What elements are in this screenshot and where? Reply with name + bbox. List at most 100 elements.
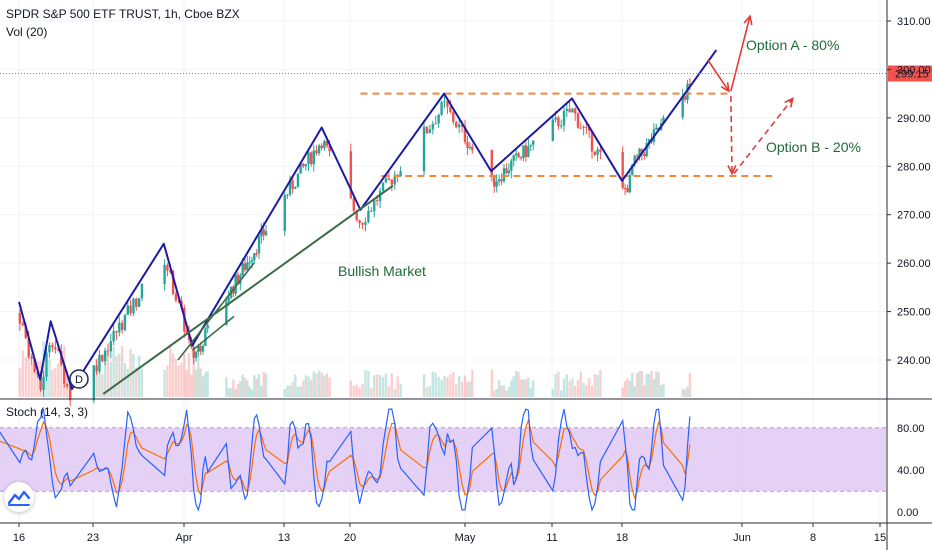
volume-bar	[514, 370, 518, 397]
candle-body	[585, 126, 588, 128]
candle-body	[440, 102, 443, 115]
candle-body	[291, 180, 294, 189]
candle-body	[633, 155, 636, 165]
candle-body	[640, 148, 644, 154]
price-tick-label: 310.00	[897, 16, 931, 28]
time-axis[interactable]: 16 23 Apr 13 20 May 11 18 Jun 8 15	[13, 523, 886, 544]
candle-body	[18, 312, 22, 324]
volume-bar	[24, 356, 27, 397]
volume-bar	[199, 368, 202, 397]
candle-body	[631, 164, 634, 176]
candle-body	[352, 198, 355, 211]
candle-body	[532, 140, 535, 145]
volume-bar	[112, 346, 115, 397]
volume-bar	[48, 359, 51, 397]
candle-body	[361, 223, 364, 225]
price-tick-label: 270.00	[897, 210, 931, 222]
short-trendline[interactable]	[177, 262, 255, 361]
tradingview-logo-icon[interactable]	[4, 482, 34, 512]
price-axis[interactable]: 240.00 250.00 260.00 270.00 280.00 290.00 300.…	[887, 16, 931, 367]
volume-bar	[66, 368, 69, 397]
candle-body	[323, 141, 326, 149]
candle-body	[246, 262, 249, 270]
volume-bar	[662, 383, 665, 397]
candle-body	[118, 322, 121, 333]
candle-body	[253, 253, 256, 261]
candle-body	[643, 153, 646, 156]
volume-bar	[325, 373, 329, 397]
last-price-label: 299.15	[895, 69, 929, 81]
volume-bar	[434, 372, 437, 397]
volume-bar	[253, 375, 256, 397]
option-b-down-arrow-head	[727, 165, 737, 176]
candle-body	[169, 270, 172, 272]
volume-bar	[137, 355, 141, 397]
volume-bar	[449, 374, 452, 397]
volume-bar	[635, 373, 639, 397]
time-tick-label: Jun	[733, 532, 751, 544]
candle-body	[98, 354, 101, 372]
candle-body	[443, 101, 446, 103]
volume-legend[interactable]: Vol (20)	[6, 25, 47, 39]
candle-body	[364, 222, 367, 225]
volume-bar	[571, 378, 574, 397]
option-a-down-arrow	[707, 59, 730, 92]
volume-bar	[243, 377, 247, 397]
volume-bar	[375, 374, 379, 397]
volume-bar	[529, 387, 532, 397]
volume-bar	[590, 385, 594, 397]
candle-body	[434, 123, 437, 125]
option-a-annotation: Option A - 80%	[746, 37, 839, 53]
time-tick-label: 16	[13, 532, 25, 544]
candle-body	[638, 148, 641, 157]
candle-body	[320, 145, 323, 149]
volume-bar	[381, 376, 385, 397]
volume-bar	[115, 355, 118, 397]
rising-wedge-trendline[interactable]	[191, 315, 235, 351]
volume-bar	[194, 369, 198, 397]
candle-body	[92, 365, 96, 401]
candle-body	[120, 322, 124, 330]
price-tick-label: 280.00	[897, 161, 931, 173]
bullish-trendline[interactable]	[102, 184, 394, 395]
volume-bar	[229, 388, 233, 397]
stoch-legend[interactable]: Stoch (14, 3, 3)	[6, 405, 88, 419]
volume-bar	[286, 385, 289, 397]
volume-bar	[599, 369, 602, 397]
candle-body	[495, 181, 498, 187]
volume-bar	[551, 388, 554, 397]
stochastic-axis[interactable]: 0.00 40.00 80.00	[897, 423, 925, 519]
candle-body	[204, 328, 207, 346]
wave-pattern-path[interactable]	[18, 49, 718, 391]
candle-body	[39, 374, 42, 390]
volume-bar	[468, 381, 472, 397]
candle-body	[446, 101, 449, 107]
volume-bar	[103, 350, 107, 397]
volume-bar	[466, 382, 469, 397]
candle-body	[328, 145, 331, 152]
volume-bar	[623, 380, 627, 397]
scenario-arrows	[707, 14, 794, 176]
stoch-k-line	[0, 408, 691, 512]
volume-bar	[304, 375, 308, 397]
volume-bar	[502, 385, 506, 397]
candle-body	[101, 354, 104, 362]
volume-bar	[60, 359, 63, 397]
volume-bar	[109, 361, 112, 397]
volume-bar	[554, 373, 557, 397]
candle-body	[463, 126, 467, 143]
candle-body	[428, 129, 432, 134]
candle-body	[582, 126, 585, 128]
dividend-marker[interactable]: D	[69, 369, 89, 389]
volume-bar	[428, 385, 432, 397]
volume-bar	[626, 378, 629, 397]
chart-title[interactable]: SPDR S&P 500 ETF TRUST, 1h, Cboe BZX	[6, 7, 240, 21]
volume-bar	[517, 371, 520, 397]
candle-body	[655, 127, 658, 130]
volume-bar	[126, 368, 129, 397]
option-b-up-arrow-head	[784, 97, 794, 108]
volume-bar	[471, 370, 474, 397]
volume-bar	[681, 388, 684, 397]
volume-bar	[593, 374, 596, 397]
